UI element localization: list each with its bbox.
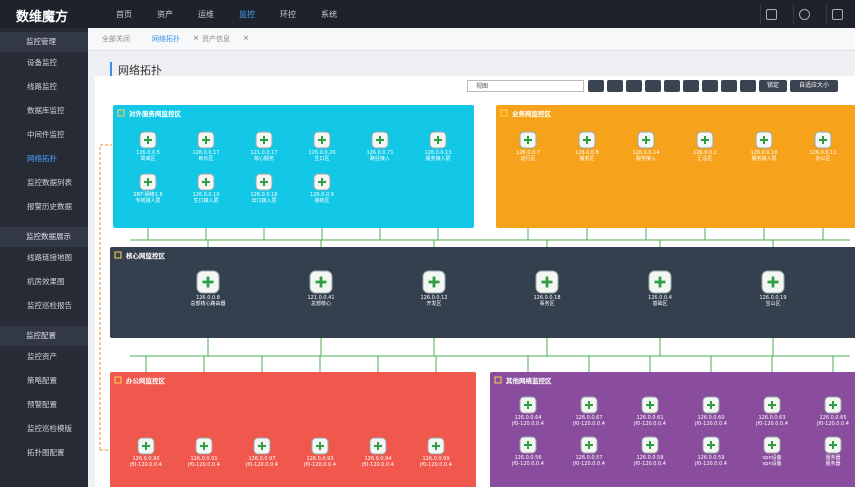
tool-button[interactable] [702, 80, 718, 92]
nav-item[interactable]: 监控 [239, 10, 255, 19]
user-icon[interactable] [793, 4, 814, 24]
chart-icon[interactable] [760, 4, 781, 24]
tool-button[interactable] [721, 80, 737, 92]
sidebar-item[interactable]: 监控资产 [27, 352, 57, 361]
nav-item[interactable]: 首页 [116, 10, 132, 19]
sidebar-item[interactable]: 预警配置 [27, 400, 57, 409]
tab[interactable]: 全部关闭 [102, 35, 130, 43]
sidebar-item[interactable]: 机房效果图 [27, 277, 65, 286]
nav-item[interactable]: 系统 [321, 10, 337, 19]
tab-close[interactable]: × [243, 34, 249, 42]
nav-item[interactable]: 运维 [198, 10, 214, 19]
sidebar-item[interactable]: 策略配置 [27, 376, 57, 385]
sidebar-group[interactable]: 监控配置 [0, 326, 88, 346]
sidebar-item[interactable]: 监控数据列表 [27, 178, 72, 187]
sidebar-item[interactable]: 设备监控 [27, 58, 57, 67]
brand: 数维魔方 [16, 10, 69, 25]
view-select[interactable]: 视图 [467, 80, 584, 92]
sidebar-item[interactable]: 报警历史数据 [27, 202, 72, 211]
tool-button[interactable] [588, 80, 604, 92]
fullscreen-icon[interactable] [826, 4, 847, 24]
sidebar-item[interactable]: 网络拓扑 [27, 154, 57, 163]
sidebar-item[interactable]: 线路链接地图 [27, 253, 72, 262]
sidebar-item[interactable]: 监控巡检模版 [27, 424, 72, 433]
top-bar: 数维魔方 首页 资产 运维 监控 环控 系统 [0, 0, 855, 28]
tab[interactable]: 网络拓扑 [152, 35, 180, 43]
tool-button[interactable] [740, 80, 756, 92]
sidebar-group[interactable]: 监控管理 [0, 32, 88, 52]
fit-button[interactable]: 自适应大小 [790, 80, 838, 92]
sidebar-item[interactable]: 监控巡检报告 [27, 301, 72, 310]
tool-button[interactable] [664, 80, 680, 92]
sidebar: 监控管理 设备监控 线路监控 数据库监控 中间件监控 网络拓扑 监控数据列表 报警历史数据 监控… [0, 28, 88, 487]
page-title: 网络拓扑 [110, 62, 162, 78]
tool-button[interactable] [626, 80, 642, 92]
topology-canvas [95, 76, 855, 487]
lock-button[interactable]: 锁定 [759, 80, 787, 92]
sidebar-item[interactable]: 线路监控 [27, 82, 57, 91]
sidebar-item[interactable]: 拓扑图配置 [27, 448, 65, 457]
nav-item[interactable]: 环控 [280, 10, 296, 19]
sidebar-group[interactable]: 监控数据展示 [0, 227, 88, 247]
tab-bar: 全部关闭 网络拓扑 × 资产信息 × [88, 28, 855, 51]
sidebar-item[interactable]: 数据库监控 [27, 106, 65, 115]
tab-close[interactable]: × [193, 34, 199, 42]
nav-item[interactable]: 资产 [157, 10, 173, 19]
tool-button[interactable] [645, 80, 661, 92]
tab[interactable]: 资产信息 [202, 35, 230, 43]
sidebar-item[interactable]: 中间件监控 [27, 130, 65, 139]
tool-button[interactable] [683, 80, 699, 92]
tool-button[interactable] [607, 80, 623, 92]
